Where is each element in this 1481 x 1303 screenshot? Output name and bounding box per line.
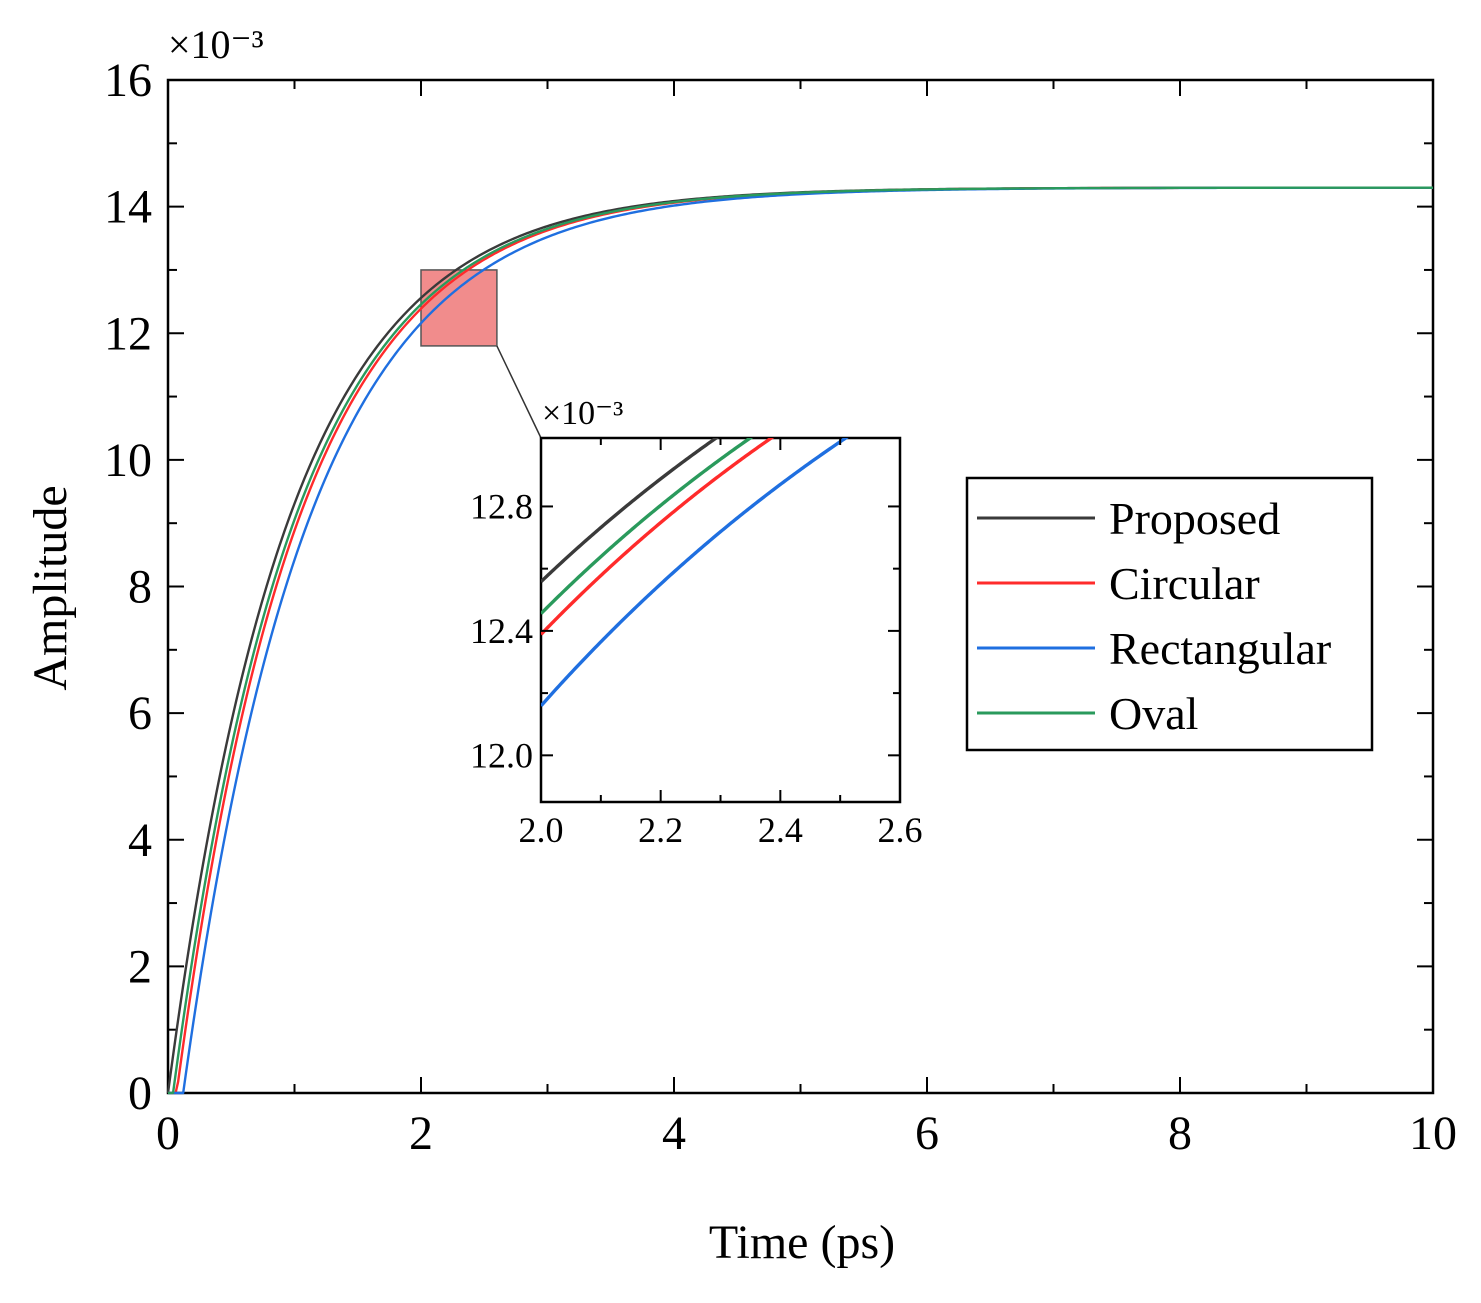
- inset-series-line-circular: [541, 438, 775, 636]
- legend-label-proposed: Proposed: [1109, 493, 1280, 544]
- y-tick-label: 2: [128, 940, 152, 993]
- inset-plot: 2.0 2.2 2.4 2.6 12.0 12.4 12.8: [470, 345, 923, 850]
- legend-label-circular: Circular: [1109, 558, 1260, 609]
- inset-series-line-oval: [541, 438, 754, 615]
- inset-series-line-proposed: [541, 438, 720, 583]
- legend-box: [965, 476, 1374, 752]
- x-tick-label: 10: [1409, 1107, 1457, 1160]
- inset-y-tick-label: 12.8: [470, 486, 533, 526]
- series-line-oval: [168, 186, 1433, 1095]
- legend-label-rectangular: Rectangular: [1109, 623, 1331, 674]
- x-tick-label: 6: [915, 1107, 939, 1160]
- inset-y-multiplier-label: ×10⁻³: [542, 395, 623, 432]
- y-tick-label: 12: [104, 307, 152, 360]
- y-multiplier-label: ×10⁻³: [168, 22, 264, 67]
- inset-y-tick-label: 12.4: [470, 611, 533, 651]
- x-tick-label: 8: [1168, 1107, 1192, 1160]
- legend: Proposed Circular Rectangular Oval: [965, 476, 1374, 752]
- x-tick-label: 4: [662, 1107, 686, 1160]
- inset-x-tick-label: 2.4: [758, 810, 803, 850]
- inset-x-tick-label: 2.6: [878, 810, 923, 850]
- x-tick-label: 0: [156, 1107, 180, 1160]
- y-tick-label: 6: [128, 687, 152, 740]
- y-tick-label: 14: [104, 181, 152, 234]
- y-tick-label: 4: [128, 814, 152, 867]
- inset-y-tick-label: 12.0: [470, 735, 533, 775]
- zoom-region-box: [420, 269, 498, 347]
- y-axis-label: Amplitude: [24, 485, 77, 690]
- y-tick-label: 0: [128, 1067, 152, 1120]
- y-tick-label: 10: [104, 434, 152, 487]
- x-axis-label: Time (ps): [709, 1216, 895, 1269]
- legend-label-oval: Oval: [1109, 688, 1198, 739]
- inset-frame: [539, 436, 902, 804]
- x-tick-label: 2: [409, 1107, 433, 1160]
- y-tick-label: 16: [104, 54, 152, 107]
- y-tick-label: 8: [128, 561, 152, 614]
- inset-x-tick-label: 2.0: [519, 810, 564, 850]
- zoom-connector-line: [496, 345, 542, 439]
- inset-x-tick-label: 2.2: [638, 810, 683, 850]
- main-plot: 0 2 4 6 8 10 0 2 4 6 8 10 12 14 16: [104, 54, 1457, 1160]
